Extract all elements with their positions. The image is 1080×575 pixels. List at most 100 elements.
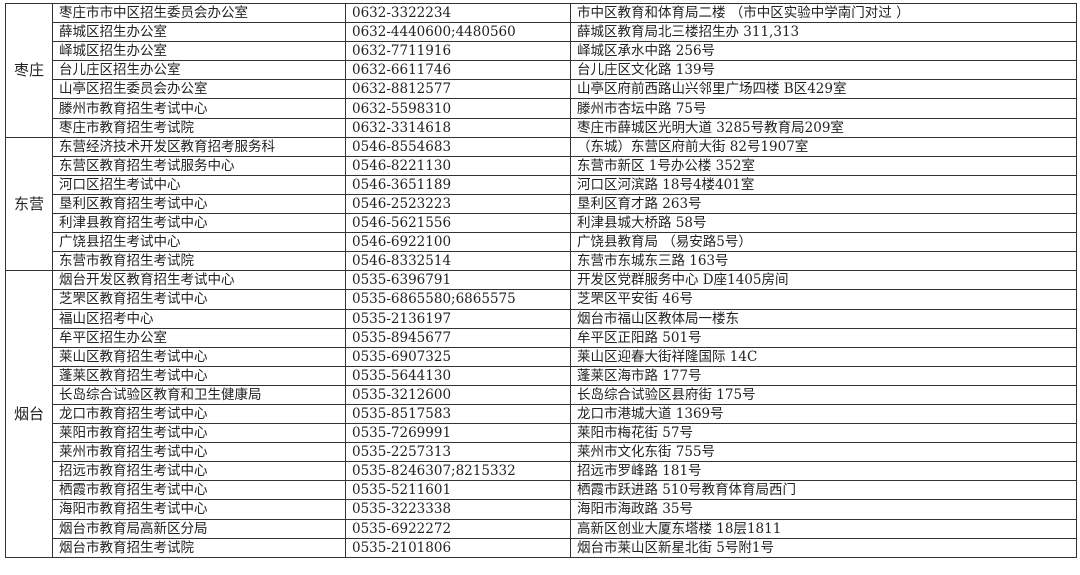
office-name-cell: 牟平区招生办公室 [52, 327, 346, 348]
phone-cell: 0535-8945677 [345, 327, 571, 348]
address-cell: 台儿庄区文化路 139号 [570, 60, 1077, 81]
region-cell: 枣庄 [5, 3, 53, 138]
address-cell: 薛城区教育局北三楼招生办 311,313 [570, 22, 1077, 43]
office-name-cell: 烟台市教育局高新区分局 [52, 518, 346, 539]
office-name-cell: 河口区招生考试中心 [52, 174, 346, 195]
phone-cell: 0632-6611746 [345, 60, 571, 81]
phone-cell: 0546-8332514 [345, 251, 571, 272]
table-row: 牟平区招生办公室 0535-8945677 牟平区正阳路 501号 [6, 327, 1077, 348]
office-name-cell: 峄城区招生办公室 [52, 41, 346, 62]
phone-cell: 0535-6396791 [345, 270, 571, 291]
table-row: 山亭区招生委员会办公室 0632-8812577 山亭区府前西路山兴邻里广场四楼 B… [6, 79, 1077, 100]
phone-cell: 0535-2101806 [345, 537, 571, 558]
table-row: 垦利区教育招生考试中心 0546-2523223 垦利区育才路 263号 [6, 193, 1077, 215]
phone-cell: 0546-8554683 [345, 136, 571, 157]
table-row: 薛城区招生办公室 0632-4440600;4480560 薛城区教育局北三楼招生办… [6, 22, 1077, 43]
office-name-cell: 东营经济技术开发区教育招考服务科 [52, 136, 346, 157]
address-cell: 长岛综合试验区县府街 175号 [570, 384, 1077, 405]
table-row: 滕州市教育招生考试中心 0632-5598310 滕州市杏坛中路 75号 [6, 98, 1077, 119]
phone-cell: 0632-3322234 [345, 2, 571, 24]
address-cell: 高新区创业大厦东塔楼 18层1811 [570, 518, 1077, 539]
office-name-cell: 山亭区招生委员会办公室 [52, 79, 346, 100]
phone-cell: 0632-4440600;4480560 [345, 22, 571, 43]
office-name-cell: 福山区招考中心 [52, 308, 346, 329]
office-name-cell: 莱阳市教育招生考试中心 [52, 423, 346, 444]
table-row: 利津县教育招生考试中心 0546-5621556 利津县城大桥路 58号 [6, 213, 1077, 234]
address-cell: 海阳市海政路 35号 [570, 499, 1077, 520]
address-cell: 烟台市福山区教体局一楼东 [570, 308, 1077, 329]
address-cell: 市中区教育和体育局二楼 （市中区实验中学南门对过 ） [570, 2, 1077, 24]
address-cell: 莱山区迎春大街祥隆国际 14C [570, 346, 1077, 367]
address-cell: 栖霞市跃进路 510号教育体育局西门 [570, 480, 1077, 501]
office-name-cell: 利津县教育招生考试中心 [52, 213, 346, 234]
phone-cell: 0535-5211601 [345, 480, 571, 501]
phone-cell: 0546-5621556 [345, 213, 571, 234]
office-name-cell: 滕州市教育招生考试中心 [52, 98, 346, 119]
table-row: 枣庄 枣庄市市中区招生委员会办公室 0632-3322234 市中区教育和体育局二楼 … [5, 2, 1077, 138]
table-row: 海阳市教育招生考试中心 0535-3223338 海阳市海政路 35号 [6, 499, 1077, 520]
table-row: 枣庄市教育招生考试院 0632-3314618 枣庄市薛城区光明大道 3285号教育… [6, 117, 1077, 138]
table-row: 东营区教育招生考试服务中心 0546-8221130 东营市新区 1号办公楼 352… [6, 155, 1077, 176]
address-cell: 烟台市莱山区新星北街 5号附1号 [570, 537, 1077, 558]
address-cell: 开发区党群服务中心 D座1405房间 [570, 270, 1077, 291]
phone-cell: 0535-3223338 [345, 499, 571, 520]
table-row: 东营 东营经济技术开发区教育招考服务科 0546-8554683 （东城）东营区府前大… [5, 136, 1077, 272]
phone-cell: 0632-8812577 [345, 79, 571, 100]
phone-cell: 0535-6907325 [345, 346, 571, 367]
address-cell: 东营市东城东三路 163号 [570, 251, 1077, 272]
address-cell: 龙口市港城大道 1369号 [570, 403, 1077, 425]
contact-table: 枣庄 枣庄市市中区招生委员会办公室 0632-3322234 市中区教育和体育局二楼 … [5, 2, 1077, 558]
phone-cell: 0546-3651189 [345, 174, 571, 195]
table-row: 龙口市教育招生考试中心 0535-8517583 龙口市港城大道 1369号 [6, 403, 1077, 425]
office-name-cell: 芝罘区教育招生考试中心 [52, 289, 346, 310]
phone-cell: 0535-8246307;8215332 [345, 461, 571, 482]
address-cell: 牟平区正阳路 501号 [570, 327, 1077, 348]
table-row: 莱州市教育招生考试中心 0535-2257313 莱州市文化东街 755号 [6, 442, 1077, 463]
table-row: 长岛综合试验区教育和卫生健康局 0535-3212600 长岛综合试验区县府街 17… [6, 384, 1077, 405]
phone-cell: 0535-6922272 [345, 518, 571, 539]
table-row: 烟台 烟台开发区教育招生考试中心 0535-6396791 开发区党群服务中心 D座1… [5, 270, 1077, 558]
address-cell: 峄城区承水中路 256号 [570, 41, 1077, 62]
address-cell: 广饶县教育局 （易安路5号） [570, 232, 1077, 253]
region-cell: 东营 [5, 136, 53, 272]
address-cell: 山亭区府前西路山兴邻里广场四楼 B区429室 [570, 79, 1077, 100]
table-row: 台儿庄区招生办公室 0632-6611746 台儿庄区文化路 139号 [6, 60, 1077, 81]
office-name-cell: 莱山区教育招生考试中心 [52, 346, 346, 367]
table-row: 东营市教育招生考试院 0546-8332514 东营市东城东三路 163号 [6, 251, 1077, 272]
office-name-cell: 台儿庄区招生办公室 [52, 60, 346, 81]
office-name-cell: 招远市教育招生考试中心 [52, 461, 346, 482]
phone-cell: 0535-2136197 [345, 308, 571, 329]
address-cell: 莱州市文化东街 755号 [570, 442, 1077, 463]
phone-cell: 0546-8221130 [345, 155, 571, 176]
address-cell: （东城）东营区府前大街 82号1907室 [570, 136, 1077, 157]
office-name-cell: 垦利区教育招生考试中心 [52, 193, 346, 215]
address-cell: 垦利区育才路 263号 [570, 193, 1077, 215]
region-cell: 烟台 [5, 270, 53, 558]
office-name-cell: 枣庄市教育招生考试院 [52, 117, 346, 138]
office-name-cell: 烟台市教育招生考试院 [52, 537, 346, 558]
office-name-cell: 栖霞市教育招生考试中心 [52, 480, 346, 501]
table-row: 莱山区教育招生考试中心 0535-6907325 莱山区迎春大街祥隆国际 14C [6, 346, 1077, 367]
table-row: 蓬莱区教育招生考试中心 0535-5644130 蓬莱区海市路 177号 [6, 365, 1077, 386]
phone-cell: 0535-6865580;6865575 [345, 289, 571, 310]
phone-cell: 0535-5644130 [345, 365, 571, 386]
address-cell: 芝罘区平安街 46号 [570, 289, 1077, 310]
phone-cell: 0535-2257313 [345, 442, 571, 463]
office-name-cell: 龙口市教育招生考试中心 [52, 403, 346, 425]
table-row: 栖霞市教育招生考试中心 0535-5211601 栖霞市跃进路 510号教育体育局西… [6, 480, 1077, 501]
table-row: 峄城区招生办公室 0632-7711916 峄城区承水中路 256号 [6, 41, 1077, 62]
office-name-cell: 广饶县招生考试中心 [52, 232, 346, 253]
address-cell: 枣庄市薛城区光明大道 3285号教育局209室 [570, 117, 1077, 138]
table-row: 招远市教育招生考试中心 0535-8246307;8215332 招远市罗峰路 18… [6, 461, 1077, 482]
office-name-cell: 东营区教育招生考试服务中心 [52, 155, 346, 176]
phone-cell: 0632-3314618 [345, 117, 571, 138]
address-cell: 利津县城大桥路 58号 [570, 213, 1077, 234]
address-cell: 莱阳市梅花街 57号 [570, 423, 1077, 444]
table-row: 莱阳市教育招生考试中心 0535-7269991 莱阳市梅花街 57号 [6, 423, 1077, 444]
phone-cell: 0535-8517583 [345, 403, 571, 425]
table-row: 烟台市教育招生考试院 0535-2101806 烟台市莱山区新星北街 5号附1号 [6, 537, 1077, 558]
office-name-cell: 莱州市教育招生考试中心 [52, 442, 346, 463]
office-name-cell: 长岛综合试验区教育和卫生健康局 [52, 384, 346, 405]
phone-cell: 0632-5598310 [345, 98, 571, 119]
office-name-cell: 枣庄市市中区招生委员会办公室 [52, 2, 346, 24]
